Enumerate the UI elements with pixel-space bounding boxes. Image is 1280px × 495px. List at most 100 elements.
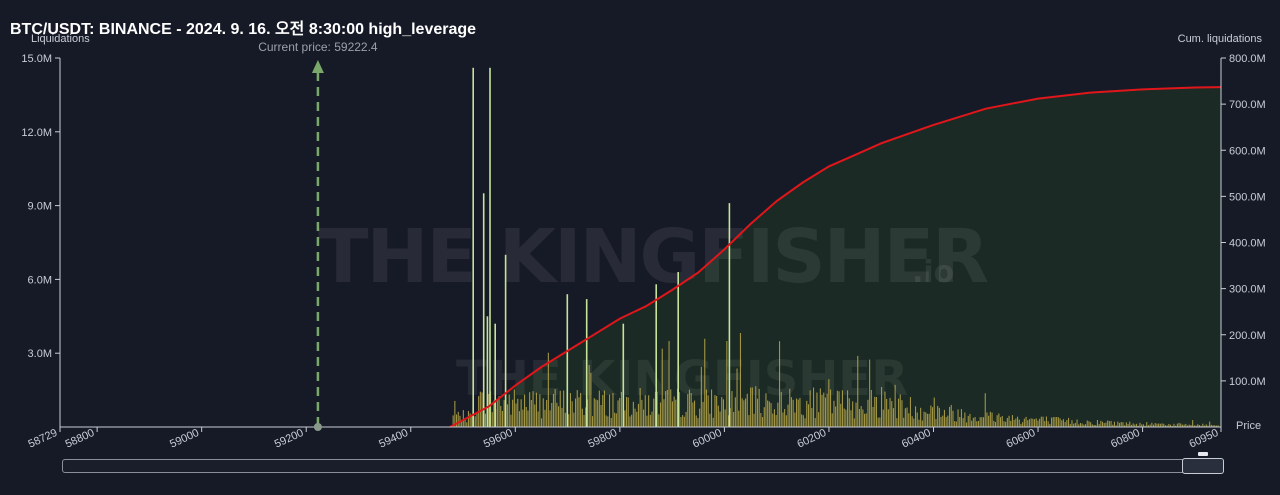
y2-tick-label: 600.0M — [1229, 145, 1266, 157]
liquidation-bar — [899, 394, 901, 427]
liquidation-bar — [763, 407, 765, 427]
liquidation-bar — [797, 399, 799, 427]
liquidation-bar — [602, 395, 604, 427]
highlight-bar — [482, 193, 485, 427]
liquidation-bar — [1198, 425, 1200, 427]
liquidation-bar — [852, 401, 854, 427]
liquidation-bar — [464, 418, 466, 427]
liquidation-bar — [1023, 418, 1025, 427]
liquidation-bar — [564, 412, 566, 427]
liquidation-bar — [750, 387, 752, 427]
liquidation-bar — [457, 411, 459, 427]
liquidation-bar — [814, 418, 816, 427]
liquidation-bar — [765, 393, 767, 427]
liquidation-bar — [886, 399, 888, 427]
liquidation-bar — [722, 399, 724, 427]
liquidation-bar — [869, 359, 871, 427]
range-scroll-handle[interactable] — [1182, 458, 1224, 474]
liquidation-bar — [1005, 421, 1007, 427]
liquidation-bar — [1181, 424, 1183, 427]
liquidation-bar — [806, 400, 808, 427]
liquidation-bar — [569, 393, 571, 427]
liquidation-bar — [1173, 423, 1175, 427]
liquidation-bar — [1134, 424, 1136, 427]
liquidation-bar — [687, 394, 689, 427]
liquidation-bar — [1066, 420, 1068, 427]
liquidation-bar — [1185, 423, 1187, 427]
liquidation-bar — [1112, 424, 1114, 427]
liquidation-bar — [1217, 425, 1219, 427]
liquidation-bar — [1044, 421, 1046, 427]
liquidation-bar — [469, 413, 471, 427]
liquidation-bar — [1062, 419, 1064, 427]
liquidation-bar — [578, 397, 580, 427]
liquidation-bar — [522, 409, 524, 427]
liquidation-bar — [456, 414, 458, 427]
liquidation-bar — [694, 400, 696, 427]
liquidation-bar — [865, 413, 867, 427]
liquidation-bar — [1115, 425, 1117, 427]
liquidation-bar — [491, 412, 493, 427]
y2-tick-label: 100.0M — [1229, 376, 1266, 388]
liquidation-bar — [500, 406, 502, 427]
liquidation-bar — [726, 341, 728, 427]
liquidation-bar — [967, 415, 969, 427]
liquidation-bar — [857, 355, 859, 427]
liquidation-bar — [889, 397, 891, 427]
highlight-bars-layer — [472, 67, 731, 428]
liquidation-bar — [772, 413, 774, 427]
liquidation-bar — [462, 410, 464, 427]
liquidation-bar — [952, 410, 954, 427]
liquidation-bar — [479, 391, 481, 427]
liquidation-bar — [891, 401, 893, 427]
liquidation-bar — [964, 412, 966, 427]
range-scrollbar[interactable] — [62, 459, 1224, 473]
liquidation-bar — [906, 407, 908, 427]
x-tick-label: 59600 — [482, 427, 515, 451]
liquidation-bar — [933, 397, 935, 427]
liquidation-bar — [559, 390, 561, 427]
liquidation-bar — [792, 399, 794, 427]
liquidation-bar — [811, 408, 813, 427]
liquidation-bar — [661, 348, 663, 427]
liquidation-bar — [1057, 417, 1059, 427]
liquidation-bar — [807, 404, 809, 427]
liquidation-bar — [903, 417, 905, 427]
liquidation-bar — [921, 420, 923, 427]
liquidation-bar — [741, 398, 743, 427]
liquidation-bar — [925, 412, 927, 427]
x-tick-label: 59400 — [377, 427, 410, 451]
highlight-bar — [566, 294, 569, 427]
liquidation-bar — [466, 422, 468, 427]
liquidation-bar — [998, 413, 1000, 427]
liquidation-bar — [1159, 423, 1161, 427]
liquidation-bar — [1171, 425, 1173, 427]
liquidation-bar — [974, 417, 976, 427]
liquidation-bar — [624, 410, 626, 427]
liquidation-bar — [1132, 423, 1134, 427]
liquidation-bar — [1200, 425, 1202, 427]
liquidation-bar — [940, 416, 942, 427]
liquidation-bar — [673, 396, 675, 427]
liquidation-bar — [663, 399, 665, 427]
highlight-bar — [504, 254, 507, 427]
liquidation-bar — [994, 422, 996, 427]
liquidation-bar — [918, 419, 920, 427]
liquidation-bar — [1103, 423, 1105, 427]
liquidation-bar — [537, 411, 539, 427]
liquidation-bar — [719, 411, 721, 427]
liquidation-bar — [981, 417, 983, 427]
liquidation-bar — [510, 414, 512, 427]
liquidation-bar — [875, 397, 877, 427]
liquidation-bar — [923, 411, 925, 427]
liquidation-bar — [949, 406, 951, 427]
liquidation-bar — [823, 392, 825, 427]
liquidation-bar — [748, 415, 750, 427]
liquidation-bar — [503, 400, 505, 427]
liquidation-bar — [877, 417, 879, 427]
liquidation-bar — [947, 415, 949, 427]
liquidation-bar — [702, 401, 704, 427]
liquidation-bar — [1137, 425, 1139, 427]
liquidation-bar — [612, 393, 614, 427]
liquidation-bar — [666, 390, 668, 427]
